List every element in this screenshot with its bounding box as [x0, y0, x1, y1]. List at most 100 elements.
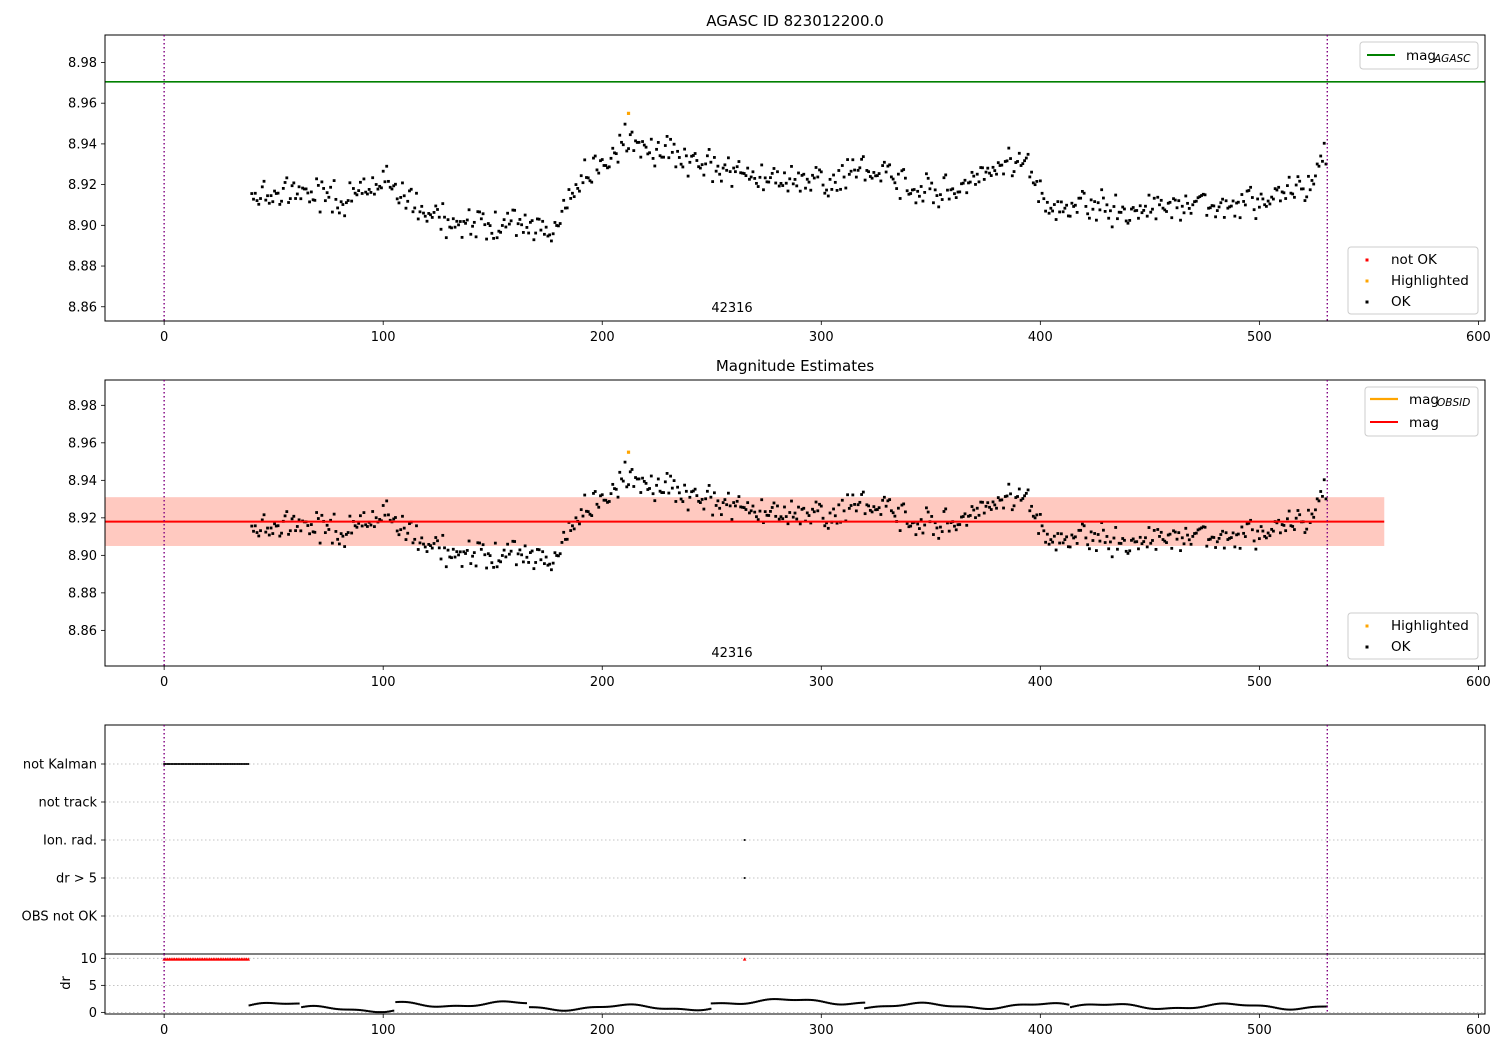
ok-point: [437, 215, 441, 219]
ok-point: [483, 553, 487, 557]
ok-point: [550, 568, 553, 572]
dr-point: [988, 1007, 991, 1010]
ok-point: [1238, 546, 1242, 550]
dr-point: [1042, 1002, 1045, 1005]
ok-point: [1063, 206, 1067, 210]
ok-point: [644, 481, 648, 485]
dr-point: [1311, 1005, 1314, 1008]
ok-point: [539, 558, 543, 562]
ok-point: [443, 546, 446, 550]
dr-point: [1112, 1003, 1115, 1006]
dr-point: [1046, 1002, 1049, 1005]
ok-point: [1154, 217, 1158, 221]
dr-point: [733, 1002, 736, 1005]
ok-point: [1214, 215, 1217, 219]
ok-point: [1061, 541, 1065, 545]
dr-point: [899, 1004, 902, 1007]
ok-point: [1310, 179, 1314, 182]
ok-point: [453, 555, 457, 559]
ok-point: [585, 176, 588, 179]
flag-point: [170, 763, 173, 765]
ok-point: [823, 191, 827, 195]
dr-point: [869, 1006, 872, 1009]
ok-point: [455, 219, 459, 223]
dr-point: [812, 999, 815, 1002]
ok-point: [1296, 509, 1300, 512]
ok-point: [670, 486, 674, 490]
ok-point: [737, 495, 741, 498]
ok-point: [1140, 542, 1144, 546]
flag-point: [203, 763, 206, 765]
ok-point: [401, 181, 404, 185]
ok-point: [681, 500, 685, 503]
ok-point: [877, 172, 881, 175]
ok-point: [1172, 529, 1175, 533]
ok-point: [1005, 494, 1009, 498]
ok-point: [655, 483, 658, 487]
dr-point: [831, 1002, 834, 1005]
ok-point: [693, 487, 697, 491]
ok-point: [495, 565, 499, 569]
flag-point: [743, 839, 746, 841]
ok-point: [1289, 524, 1293, 528]
ok-point: [847, 506, 851, 510]
ok-point: [394, 182, 397, 186]
ok-point: [868, 175, 872, 178]
dr-point: [402, 1000, 405, 1003]
ok-point: [1044, 209, 1047, 213]
ok-point: [560, 209, 564, 213]
ok-point: [1084, 205, 1088, 208]
ok-point: [339, 532, 343, 536]
dr-point: [632, 1003, 635, 1006]
flag-point: [231, 763, 234, 765]
ok-point: [429, 213, 432, 217]
ok-point: [718, 172, 722, 176]
dr-point: [1115, 1003, 1118, 1006]
ok-point: [996, 496, 1000, 500]
dr-point: [512, 1001, 515, 1004]
ok-point: [763, 510, 767, 514]
ok-point: [309, 523, 313, 526]
ok-point: [884, 504, 888, 508]
ok-point: [474, 564, 478, 568]
ok-point: [607, 500, 611, 503]
ok-point: [595, 502, 599, 506]
ok-point: [1175, 537, 1179, 541]
ok-point: [704, 162, 708, 166]
ok-point: [521, 231, 525, 234]
ok-point: [698, 501, 702, 504]
ok-point: [1014, 161, 1018, 164]
ok-point: [334, 197, 338, 201]
ok-point: [408, 189, 411, 193]
ok-point: [889, 509, 893, 513]
ok-point: [330, 210, 334, 214]
ok-point: [1102, 528, 1105, 532]
dr-point: [1013, 1004, 1016, 1007]
dr-point: [1173, 1006, 1176, 1009]
ok-point: [543, 232, 546, 236]
ok-point: [714, 169, 718, 173]
ok-point: [925, 506, 928, 510]
dr-point: [625, 1003, 628, 1006]
ok-point: [1095, 218, 1098, 222]
ok-point: [420, 204, 424, 208]
ok-point: [1044, 540, 1047, 544]
ok-point: [837, 503, 841, 507]
dr-point: [290, 1002, 293, 1005]
ok-point: [967, 514, 970, 518]
ok-point: [967, 181, 970, 185]
dr-point: [642, 1004, 645, 1007]
ok-point: [630, 130, 634, 134]
ok-point: [854, 509, 858, 513]
dr-point: [1018, 1003, 1021, 1006]
ok-point: [346, 531, 350, 534]
ok-point: [767, 180, 771, 184]
dr-point: [542, 1007, 545, 1010]
ok-point: [963, 512, 967, 516]
dr-point: [439, 1005, 442, 1008]
dr-point: [1152, 1007, 1155, 1010]
axes-frame: [104, 953, 1486, 1015]
ok-point: [1077, 196, 1081, 200]
dr-point: [1020, 1003, 1023, 1006]
